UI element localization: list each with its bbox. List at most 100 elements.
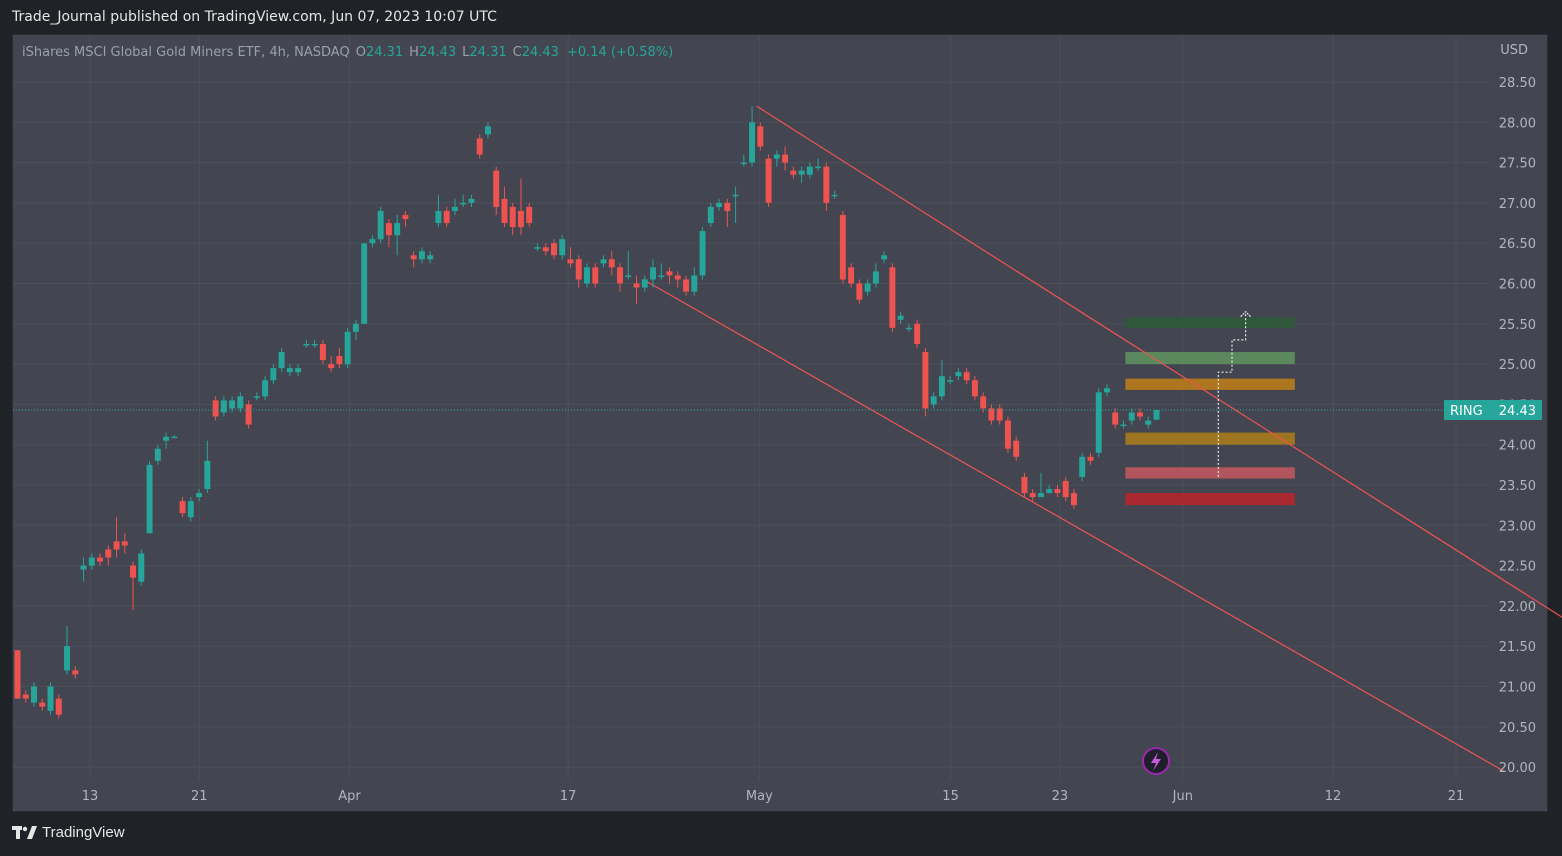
high-value: 24.43 <box>418 45 457 60</box>
candle <box>336 347 343 369</box>
price-tick-label: 23.50 <box>1499 479 1536 494</box>
candle-body <box>930 396 937 405</box>
time-tick-label: May <box>746 789 773 804</box>
candle-body <box>806 166 813 175</box>
candle-body <box>1054 489 1061 494</box>
candle <box>121 533 128 554</box>
candle <box>938 360 945 401</box>
candle-body <box>385 223 392 236</box>
footer-brand-text: TradingView <box>42 824 125 841</box>
lightning-icon[interactable] <box>1142 747 1170 775</box>
candle-body <box>815 166 822 169</box>
price-tick-label: 26.00 <box>1499 278 1536 293</box>
time-tick-label: 23 <box>1052 789 1069 804</box>
candle-body <box>641 279 648 288</box>
candle <box>394 214 401 256</box>
candle <box>435 194 442 228</box>
candle-body <box>955 372 962 377</box>
candle <box>617 263 623 292</box>
candle-body <box>732 194 739 197</box>
candle <box>278 347 285 373</box>
target-zone-4 <box>1125 467 1295 479</box>
price-tick-label: 27.50 <box>1499 157 1536 172</box>
candle-body <box>484 126 491 135</box>
time-tick-label: 13 <box>82 789 99 804</box>
candle <box>930 392 937 409</box>
candle-body <box>881 255 888 260</box>
candle <box>542 243 549 256</box>
candle <box>328 356 335 373</box>
candle <box>187 497 194 522</box>
candle-body <box>526 206 533 224</box>
candle <box>897 311 904 324</box>
candle-body <box>361 243 368 324</box>
candle-body <box>600 259 607 264</box>
candle-body <box>765 158 772 203</box>
time-tick-label: 21 <box>1448 789 1465 804</box>
price-tag-value: 24.43 <box>1499 404 1536 419</box>
candle-body <box>237 396 244 409</box>
chart-grid <box>13 35 1490 780</box>
candle <box>64 626 70 675</box>
candle-body <box>171 436 178 439</box>
candle-body <box>253 396 260 398</box>
candle-body <box>897 315 904 320</box>
candle <box>245 400 252 429</box>
candle-body <box>848 267 855 284</box>
candle-body <box>22 694 29 699</box>
projection-arrow-icon <box>1240 310 1252 318</box>
candle <box>171 435 178 439</box>
target-zones <box>1125 317 1295 506</box>
chart-panel[interactable] <box>12 34 1548 812</box>
candle <box>831 190 838 199</box>
candle-body <box>97 557 104 562</box>
candle-body <box>1021 476 1028 494</box>
channel-line-1 <box>642 278 1505 772</box>
time-tick-label: Jun <box>1172 789 1193 804</box>
candle <box>1004 416 1011 453</box>
candle-body <box>1120 424 1127 427</box>
candle-body <box>1112 412 1119 425</box>
candle-body <box>823 166 830 203</box>
candle <box>963 368 970 385</box>
candle <box>905 323 912 332</box>
candle <box>361 243 368 324</box>
candle <box>633 275 640 304</box>
currency-label: USD <box>1500 43 1528 58</box>
candle-body <box>80 565 87 570</box>
candle-body <box>55 698 62 715</box>
candle-body <box>72 670 79 675</box>
candle <box>517 178 524 236</box>
symbol-title: iShares MSCI Global Gold Miners ETF, 4h,… <box>22 45 350 60</box>
target-zone-0 <box>1125 317 1295 328</box>
candle-body <box>683 279 690 292</box>
candle-body <box>905 327 912 330</box>
candle <box>773 150 780 167</box>
candle-body <box>707 206 714 224</box>
candle <box>154 444 161 465</box>
price-tick-label: 20.50 <box>1499 721 1536 736</box>
candle <box>1021 472 1028 498</box>
candle <box>806 162 813 179</box>
candle <box>1137 408 1143 421</box>
channel-line-0 <box>756 105 1562 618</box>
candle-body <box>1145 420 1152 425</box>
projection-path <box>13 310 1444 477</box>
candle-body <box>146 464 153 534</box>
candle <box>691 267 698 296</box>
candle-body <box>980 396 987 409</box>
candle-body <box>105 549 112 558</box>
candle-body <box>1087 456 1094 461</box>
candle-body <box>567 259 574 264</box>
footer-brand[interactable]: TradingView <box>12 824 125 841</box>
candle-body <box>88 557 95 566</box>
candle <box>749 106 756 167</box>
candle-body <box>839 214 846 280</box>
candle-body <box>476 138 483 155</box>
candle <box>460 194 467 207</box>
candle-body <box>996 408 1003 421</box>
candle <box>80 557 87 582</box>
candle <box>509 202 516 236</box>
low-value: 24.31 <box>469 45 507 60</box>
